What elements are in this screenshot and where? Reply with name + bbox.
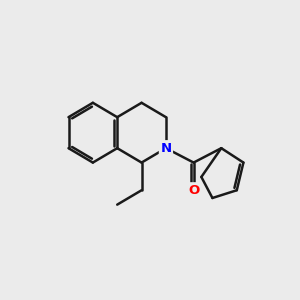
Text: O: O [188, 184, 199, 197]
Text: N: N [160, 142, 172, 155]
